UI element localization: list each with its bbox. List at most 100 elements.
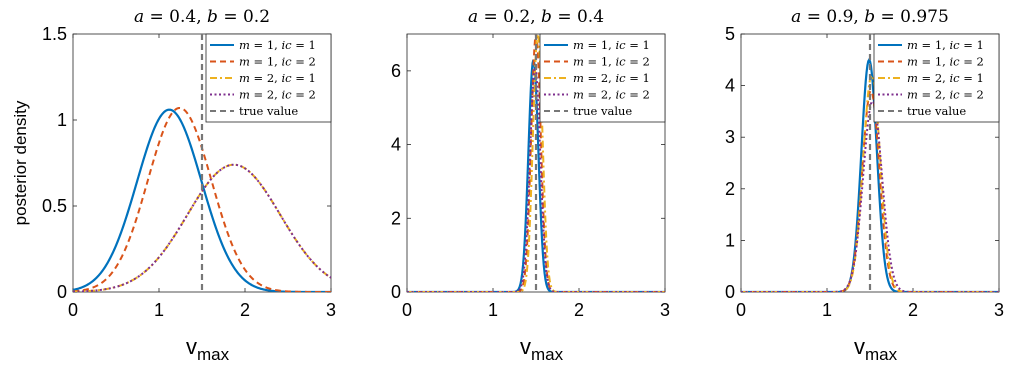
legend-label-part: ic	[281, 55, 292, 69]
plot-area	[73, 34, 331, 292]
legend-label-part: ic	[949, 71, 960, 85]
x-tick-label: 0	[402, 300, 412, 320]
legend-label-part: = 1	[292, 38, 316, 52]
x-axis-label: vmax	[520, 334, 564, 364]
legend-label-part: = 2	[292, 88, 316, 102]
panel-title: a = 0.9, b = 0.975	[791, 7, 949, 27]
panel-3: a = 0.9, b = 0.975 0 1 2 3 0 1 2 3 4 5 vmax m = 1, i…	[725, 7, 1004, 364]
legend-label-1: m = 1, ic = 1	[907, 38, 984, 52]
legend-label-part: = 2,	[250, 88, 282, 102]
legend-label-true-value: true value	[239, 104, 298, 118]
legend-label-part: = 2	[292, 55, 316, 69]
legend-label-part: = 1	[960, 38, 984, 52]
legend-label-2: m = 1, ic = 2	[573, 55, 650, 69]
x-axis-label-sub: max	[197, 345, 230, 364]
legend-label-2: m = 1, ic = 2	[907, 55, 984, 69]
legend-label-4: m = 2, ic = 2	[239, 88, 316, 102]
legend-label-part: = 1	[626, 71, 650, 85]
legend-label-part: = 1	[292, 71, 316, 85]
legend-label-part: = 1,	[584, 55, 616, 69]
legend-label-3: m = 2, ic = 1	[907, 71, 984, 85]
legend-label-2: m = 1, ic = 2	[239, 55, 316, 69]
legend-label-part: = 2	[960, 55, 984, 69]
x-tick-label: 3	[660, 300, 670, 320]
legend: m = 1, ic = 1m = 1, ic = 2m = 2, ic = 1m…	[205, 33, 332, 123]
title-part: a	[134, 7, 144, 27]
title-part: = 0.2	[218, 7, 270, 27]
title-part: a	[791, 7, 801, 27]
legend-label-part: ic	[949, 38, 960, 52]
y-tick-label: 0	[57, 282, 67, 302]
legend-label-part: = 2	[626, 55, 650, 69]
legend-label-true-value: true value	[573, 104, 632, 118]
legend-label-part: m	[573, 55, 584, 69]
title-part: b	[541, 7, 552, 27]
legend-label-part: = 1,	[584, 38, 616, 52]
plot-area	[741, 34, 999, 292]
legend-label-1: m = 1, ic = 1	[239, 38, 316, 52]
x-tick-label: 1	[154, 300, 164, 320]
x-tick-label: 1	[822, 300, 832, 320]
legend-label-3: m = 2, ic = 1	[573, 71, 650, 85]
plot-area	[407, 34, 665, 292]
title-part: = 0.975	[875, 7, 949, 27]
y-tick-label: 1	[57, 110, 67, 130]
x-tick-label: 2	[574, 300, 584, 320]
title-part: = 0.4	[552, 7, 604, 27]
legend-label-part: = 1,	[918, 38, 950, 52]
x-axis-label-main: v	[854, 334, 865, 359]
legend-label-part: = 2,	[584, 71, 616, 85]
legend-label-part: = 1,	[250, 55, 282, 69]
x-axis-label: vmax	[186, 334, 230, 364]
legend-label-part: m	[573, 71, 584, 85]
legend-label-1: m = 1, ic = 1	[573, 38, 650, 52]
x-tick-label: 0	[736, 300, 746, 320]
x-tick-label: 3	[326, 300, 336, 320]
legend-label-part: = 2,	[918, 71, 950, 85]
x-axis-label-main: v	[520, 334, 531, 359]
legend-label-part: ic	[949, 88, 960, 102]
legend-label-part: m	[907, 88, 918, 102]
series-line-3	[73, 163, 331, 292]
legend-label-part: m	[239, 38, 250, 52]
legend-label-part: ic	[281, 38, 292, 52]
y-tick-label: 0	[725, 282, 735, 302]
legend-label-part: = 2,	[250, 71, 282, 85]
legend-label-part: ic	[615, 38, 626, 52]
legend-label-part: = 1,	[918, 55, 950, 69]
legend-label-4: m = 2, ic = 2	[907, 88, 984, 102]
x-tick-label: 2	[908, 300, 918, 320]
legend: m = 1, ic = 1m = 1, ic = 2m = 2, ic = 1m…	[873, 33, 1000, 123]
legend-label-part: m	[239, 88, 250, 102]
legend-label-part: = 2,	[918, 88, 950, 102]
series-line-2	[741, 89, 999, 292]
title-part: b	[864, 7, 875, 27]
legend-label-part: m	[573, 38, 584, 52]
legend-label-part: ic	[281, 71, 292, 85]
legend-label-true-value: true value	[907, 104, 966, 118]
legend-label-part: = 2	[626, 88, 650, 102]
title-part: = 0.4,	[144, 7, 207, 27]
legend-label-part: = 2	[960, 88, 984, 102]
y-tick-label: 0.5	[42, 196, 67, 216]
y-tick-label: 5	[725, 24, 735, 44]
legend-label-part: ic	[281, 88, 292, 102]
legend-label-part: m	[907, 55, 918, 69]
y-tick-label: 3	[725, 127, 735, 147]
y-tick-label: 1	[725, 230, 735, 250]
y-tick-label: 6	[391, 61, 401, 81]
legend-label-part: m	[239, 71, 250, 85]
y-tick-label: 0	[391, 282, 401, 302]
x-tick-label: 3	[994, 300, 1004, 320]
y-tick-label: 4	[725, 76, 735, 96]
title-part: a	[468, 7, 478, 27]
y-tick-label: 2	[391, 208, 401, 228]
legend-label-part: m	[573, 88, 584, 102]
x-axis-label-main: v	[186, 334, 197, 359]
y-tick-label: 2	[725, 179, 735, 199]
y-axis-label: posterior density	[11, 100, 30, 225]
legend-label-part: ic	[949, 55, 960, 69]
legend-label-part: = 1	[626, 38, 650, 52]
y-tick-label: 4	[391, 135, 401, 155]
